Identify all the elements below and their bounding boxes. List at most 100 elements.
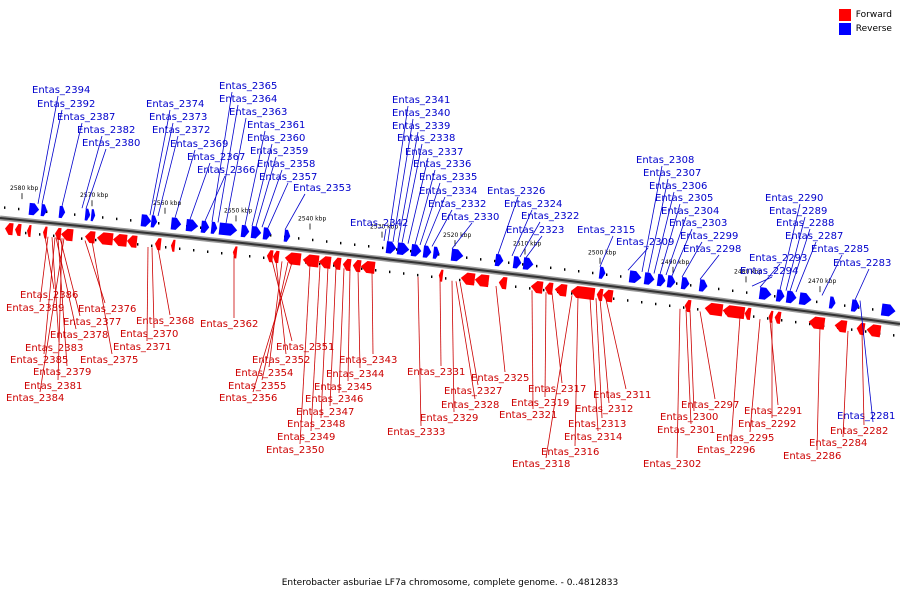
gene-label-leader: [387, 105, 409, 242]
scale-tick-label: 2560 kbp: [153, 200, 181, 207]
reverse-gene-arrow: [798, 292, 812, 306]
gene-label: Entas_2350: [266, 445, 324, 456]
gene-label-leader: [769, 320, 779, 406]
gene-label-leader: [431, 209, 453, 247]
gene-label-leader: [401, 143, 423, 244]
reverse-gene-arrow: [200, 220, 210, 233]
forward-gene-arrow: [596, 288, 604, 302]
scale-tick-label: 2530 kbp: [370, 224, 398, 231]
track-dot: [445, 277, 447, 280]
gene-label-leader: [81, 135, 103, 209]
forward-gene-arrow: [318, 256, 332, 269]
reverse-gene-arrow: [396, 242, 410, 255]
gene-label: Entas_2368: [136, 316, 194, 327]
track-dot: [249, 255, 251, 258]
gene-label-leader: [37, 95, 59, 204]
scale-tick-label: 2490 kbp: [661, 259, 689, 266]
track-dot: [25, 231, 27, 235]
forward-gene-arrow: [61, 228, 74, 242]
gene-label-leader: [730, 316, 741, 445]
track-dot: [515, 285, 517, 288]
track-dot: [641, 300, 643, 304]
gene-label: Entas_2361: [247, 120, 305, 131]
gene-label: Entas_2284: [809, 438, 867, 449]
gene-label-leader: [605, 299, 627, 390]
gene-label-leader: [451, 280, 455, 413]
gene-label: Entas_2331: [407, 367, 465, 378]
gene-label: Entas_2373: [149, 112, 207, 123]
gene-label-leader: [57, 237, 68, 367]
gene-label-leader: [439, 279, 442, 367]
gene-label: Entas_2387: [57, 112, 115, 123]
gene-label-leader: [268, 261, 283, 368]
scale-tick-label: 2570 kbp: [80, 192, 108, 199]
reverse-gene-arrow: [410, 243, 422, 257]
forward-gene-arrow: [15, 223, 22, 237]
track-dot: [697, 308, 699, 311]
gene-label: Entas_2303: [669, 218, 727, 229]
gene-label-leader: [653, 191, 675, 274]
gene-label: Entas_2327: [444, 386, 502, 397]
gene-label-leader: [497, 196, 519, 255]
track-dot: [480, 258, 482, 261]
track-dot: [753, 315, 755, 318]
track-dot: [795, 320, 797, 324]
forward-gene-arrow: [342, 258, 352, 272]
forward-gene-arrow: [112, 234, 128, 247]
scale-tick-label: 2580 kbp: [10, 185, 38, 192]
gene-label-leader: [383, 228, 387, 241]
track-dot: [74, 213, 76, 216]
track-dot: [221, 251, 223, 255]
gene-label: Entas_2394: [32, 85, 90, 96]
gene-label: Entas_2342: [350, 218, 408, 229]
gene-label: Entas_2292: [738, 419, 796, 430]
gene-label: Entas_2332: [428, 199, 486, 210]
track-dot: [375, 269, 377, 272]
gene-label-leader: [149, 109, 171, 216]
track-dot: [193, 248, 195, 252]
track-dot: [340, 241, 342, 245]
forward-gene-arrow: [498, 276, 508, 290]
track-dot: [354, 243, 356, 246]
track-dot: [431, 275, 433, 279]
track-dot: [851, 328, 853, 331]
gene-label: Entas_2365: [219, 81, 277, 92]
forward-gene-arrow: [704, 302, 724, 317]
gene-label-leader: [511, 209, 533, 257]
reverse-gene-arrow: [775, 289, 785, 302]
forward-gene-arrow: [866, 324, 882, 338]
reverse-gene-arrow: [680, 276, 690, 290]
reverse-gene-arrow: [828, 296, 836, 309]
gene-label: Entas_2354: [235, 368, 293, 379]
gene-label-leader: [275, 260, 287, 355]
gene-label: Entas_2322: [521, 211, 579, 222]
track-dot: [767, 317, 769, 320]
gene-label-leader: [665, 216, 687, 276]
chromosome-backbone: [0, 217, 900, 325]
gene-label: Entas_2352: [252, 355, 310, 366]
gene-label-leader: [347, 268, 351, 382]
gene-label: Entas_2374: [146, 99, 204, 110]
gene-label-leader: [859, 300, 874, 423]
gene-label-leader: [595, 298, 603, 419]
gene-label-leader: [299, 264, 311, 445]
gene-label: Entas_2324: [504, 199, 562, 210]
gene-label-leader: [699, 254, 720, 280]
gene-label: Entas_2293: [749, 253, 807, 264]
gene-label-leader: [407, 157, 429, 244]
reverse-gene-arrow: [785, 290, 797, 304]
gene-label: Entas_2340: [392, 108, 450, 119]
gene-label: Entas_2359: [250, 146, 308, 157]
track-dot: [459, 278, 461, 282]
reverse-gene-arrow: [40, 204, 48, 217]
gene-label-leader: [261, 261, 289, 381]
gene-label-leader: [357, 269, 361, 369]
gene-label: Entas_2288: [776, 218, 834, 229]
scale-tick-label: 2520 kbp: [443, 232, 471, 239]
gene-label-leader: [310, 265, 321, 432]
gene-label-leader: [419, 182, 441, 246]
gene-label: Entas_2379: [33, 367, 91, 378]
forward-gene-arrow: [438, 269, 444, 282]
gene-label-leader: [671, 228, 693, 276]
gene-label-leader: [759, 263, 781, 288]
